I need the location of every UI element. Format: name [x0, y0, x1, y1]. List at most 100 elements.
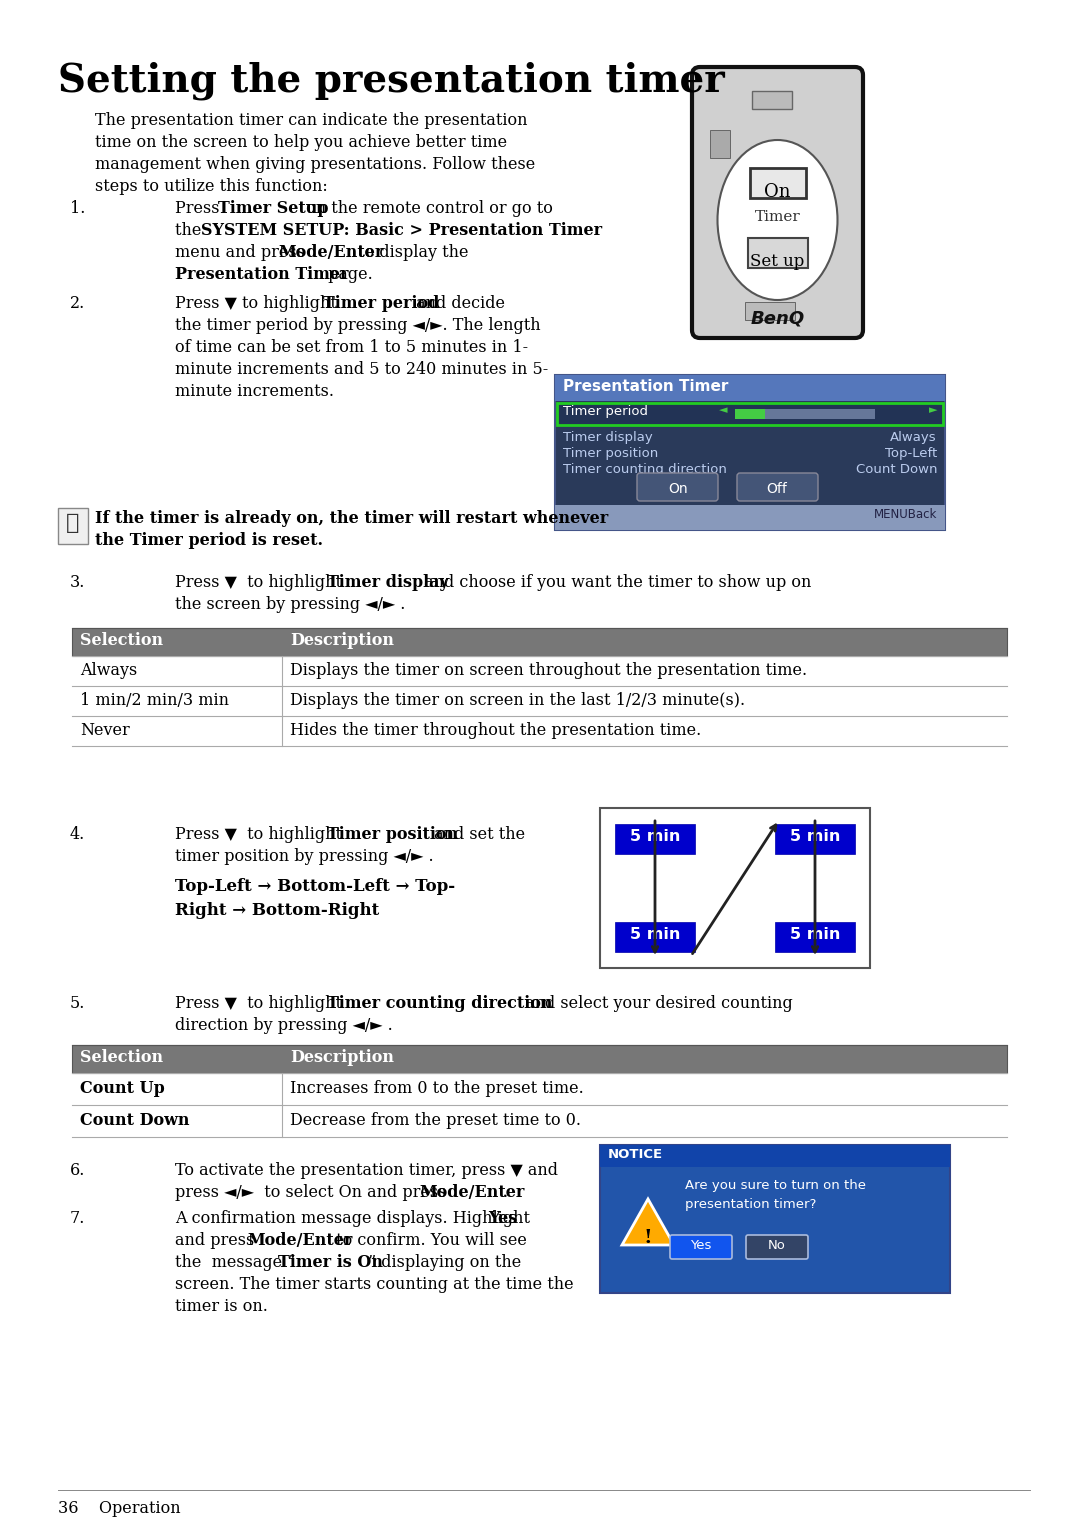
FancyBboxPatch shape: [746, 1235, 808, 1258]
Text: the: the: [175, 222, 206, 239]
Text: 5 min: 5 min: [789, 829, 840, 844]
Text: The presentation timer can indicate the presentation: The presentation timer can indicate the …: [95, 112, 527, 128]
Text: On: On: [669, 482, 688, 495]
Ellipse shape: [717, 141, 837, 300]
Text: Description: Description: [291, 1049, 394, 1066]
Text: Displays the timer on screen throughout the presentation time.: Displays the timer on screen throughout …: [291, 662, 807, 679]
Text: on the remote control or go to: on the remote control or go to: [301, 200, 553, 217]
Text: minute increments.: minute increments.: [175, 382, 334, 401]
FancyBboxPatch shape: [670, 1235, 732, 1258]
Text: To activate the presentation timer, press ▼ and: To activate the presentation timer, pres…: [175, 1162, 558, 1179]
Text: Timer position: Timer position: [327, 826, 458, 842]
Text: the timer period by pressing ◄/►. The length: the timer period by pressing ◄/►. The le…: [175, 317, 541, 333]
Text: Timer counting direction: Timer counting direction: [563, 463, 727, 476]
Bar: [555, 375, 945, 401]
Text: the screen by pressing ◄/► .: the screen by pressing ◄/► .: [175, 596, 405, 613]
Polygon shape: [622, 1199, 674, 1245]
Text: Timer position: Timer position: [563, 446, 658, 460]
Text: 3.: 3.: [70, 573, 85, 592]
Text: Yes: Yes: [488, 1209, 517, 1226]
Text: Count Down: Count Down: [855, 463, 937, 476]
Text: time on the screen to help you achieve better time: time on the screen to help you achieve b…: [95, 135, 508, 151]
Text: 5 min: 5 min: [630, 829, 680, 844]
Bar: [775, 922, 855, 953]
Text: menu and press: menu and press: [175, 245, 310, 261]
Text: 5 min: 5 min: [789, 927, 840, 942]
Bar: [72, 716, 1007, 746]
Text: Always: Always: [890, 431, 937, 443]
Text: Mode/Enter: Mode/Enter: [247, 1232, 352, 1249]
Text: Presentation Timer: Presentation Timer: [563, 379, 728, 394]
Bar: [72, 656, 1007, 687]
Text: 4.: 4.: [70, 826, 85, 842]
Text: SYSTEM SETUP: Basic > Presentation Timer: SYSTEM SETUP: Basic > Presentation Timer: [201, 222, 603, 239]
Text: If the timer is already on, the timer will restart whenever: If the timer is already on, the timer wi…: [95, 511, 608, 528]
Text: the Timer period is reset.: the Timer period is reset.: [95, 532, 323, 549]
Text: A confirmation message displays. Highlight: A confirmation message displays. Highlig…: [175, 1209, 535, 1226]
Bar: [58, 508, 87, 544]
Text: press ◄/►  to select On and press: press ◄/► to select On and press: [175, 1183, 451, 1200]
Text: timer is on.: timer is on.: [175, 1298, 268, 1315]
Bar: [750, 168, 806, 197]
Text: Yes: Yes: [690, 1238, 712, 1252]
Text: Set up: Set up: [751, 252, 805, 271]
Bar: [72, 687, 1007, 716]
Text: 36    Operation: 36 Operation: [58, 1500, 180, 1517]
Text: !: !: [644, 1229, 652, 1248]
Text: Mode/Enter: Mode/Enter: [419, 1183, 525, 1200]
Text: to display the: to display the: [353, 245, 469, 261]
Text: ◄: ◄: [718, 405, 727, 414]
Text: of time can be set from 1 to 5 minutes in 1-: of time can be set from 1 to 5 minutes i…: [175, 339, 528, 356]
Bar: [72, 1073, 1007, 1105]
Text: Decrease from the preset time to 0.: Decrease from the preset time to 0.: [291, 1112, 581, 1128]
Bar: [735, 408, 765, 419]
Bar: [775, 824, 855, 855]
Text: Press ▼  to highlight: Press ▼ to highlight: [175, 826, 347, 842]
Text: On: On: [765, 183, 791, 200]
Text: Timer display: Timer display: [563, 431, 652, 443]
Text: 2.: 2.: [70, 295, 85, 312]
Text: NOTICE: NOTICE: [608, 1148, 663, 1161]
Bar: [72, 628, 1007, 656]
Text: Timer is On: Timer is On: [278, 1254, 383, 1271]
Bar: [557, 404, 943, 425]
Text: page.: page.: [323, 266, 373, 283]
Text: Timer period: Timer period: [563, 405, 648, 417]
Text: No: No: [768, 1238, 786, 1252]
Text: timer position by pressing ◄/► .: timer position by pressing ◄/► .: [175, 849, 434, 865]
Bar: [615, 824, 696, 855]
Text: Mode/Enter: Mode/Enter: [278, 245, 383, 261]
Text: .: .: [503, 1183, 508, 1200]
Bar: [710, 130, 730, 157]
Bar: [752, 92, 792, 109]
Text: Increases from 0 to the preset time.: Increases from 0 to the preset time.: [291, 1079, 584, 1096]
Text: and press: and press: [175, 1232, 259, 1249]
Text: ” displaying on the: ” displaying on the: [368, 1254, 522, 1271]
Text: Top-Left → Bottom-Left → Top-: Top-Left → Bottom-Left → Top-: [175, 878, 455, 894]
Text: and decide: and decide: [411, 295, 505, 312]
Text: management when giving presentations. Follow these: management when giving presentations. Fo…: [95, 156, 536, 173]
Text: Displays the timer on screen in the last 1/2/3 minute(s).: Displays the timer on screen in the last…: [291, 693, 745, 709]
Text: Always: Always: [80, 662, 137, 679]
Text: Selection: Selection: [80, 1049, 163, 1066]
Text: 1 min/2 min/3 min: 1 min/2 min/3 min: [80, 693, 229, 709]
Text: Press ▼ to highlight: Press ▼ to highlight: [175, 295, 342, 312]
Text: and set the: and set the: [429, 826, 525, 842]
FancyBboxPatch shape: [692, 67, 863, 338]
Text: MENUBack: MENUBack: [874, 508, 937, 521]
Text: Presentation Timer: Presentation Timer: [175, 266, 349, 283]
Text: and choose if you want the timer to show up on: and choose if you want the timer to show…: [419, 573, 811, 592]
Text: presentation timer?: presentation timer?: [685, 1199, 816, 1211]
Text: Timer period: Timer period: [323, 295, 440, 312]
Text: screen. The timer starts counting at the time the: screen. The timer starts counting at the…: [175, 1277, 573, 1294]
Bar: [600, 1145, 950, 1167]
Bar: [745, 303, 795, 320]
Text: Are you sure to turn on the: Are you sure to turn on the: [685, 1179, 866, 1193]
FancyBboxPatch shape: [737, 472, 818, 502]
Text: steps to utilize this function:: steps to utilize this function:: [95, 177, 327, 196]
Text: Count Down: Count Down: [80, 1112, 189, 1128]
Text: 1.: 1.: [70, 200, 85, 217]
Bar: [555, 375, 945, 531]
Bar: [600, 1145, 950, 1294]
Text: Top-Left: Top-Left: [885, 446, 937, 460]
